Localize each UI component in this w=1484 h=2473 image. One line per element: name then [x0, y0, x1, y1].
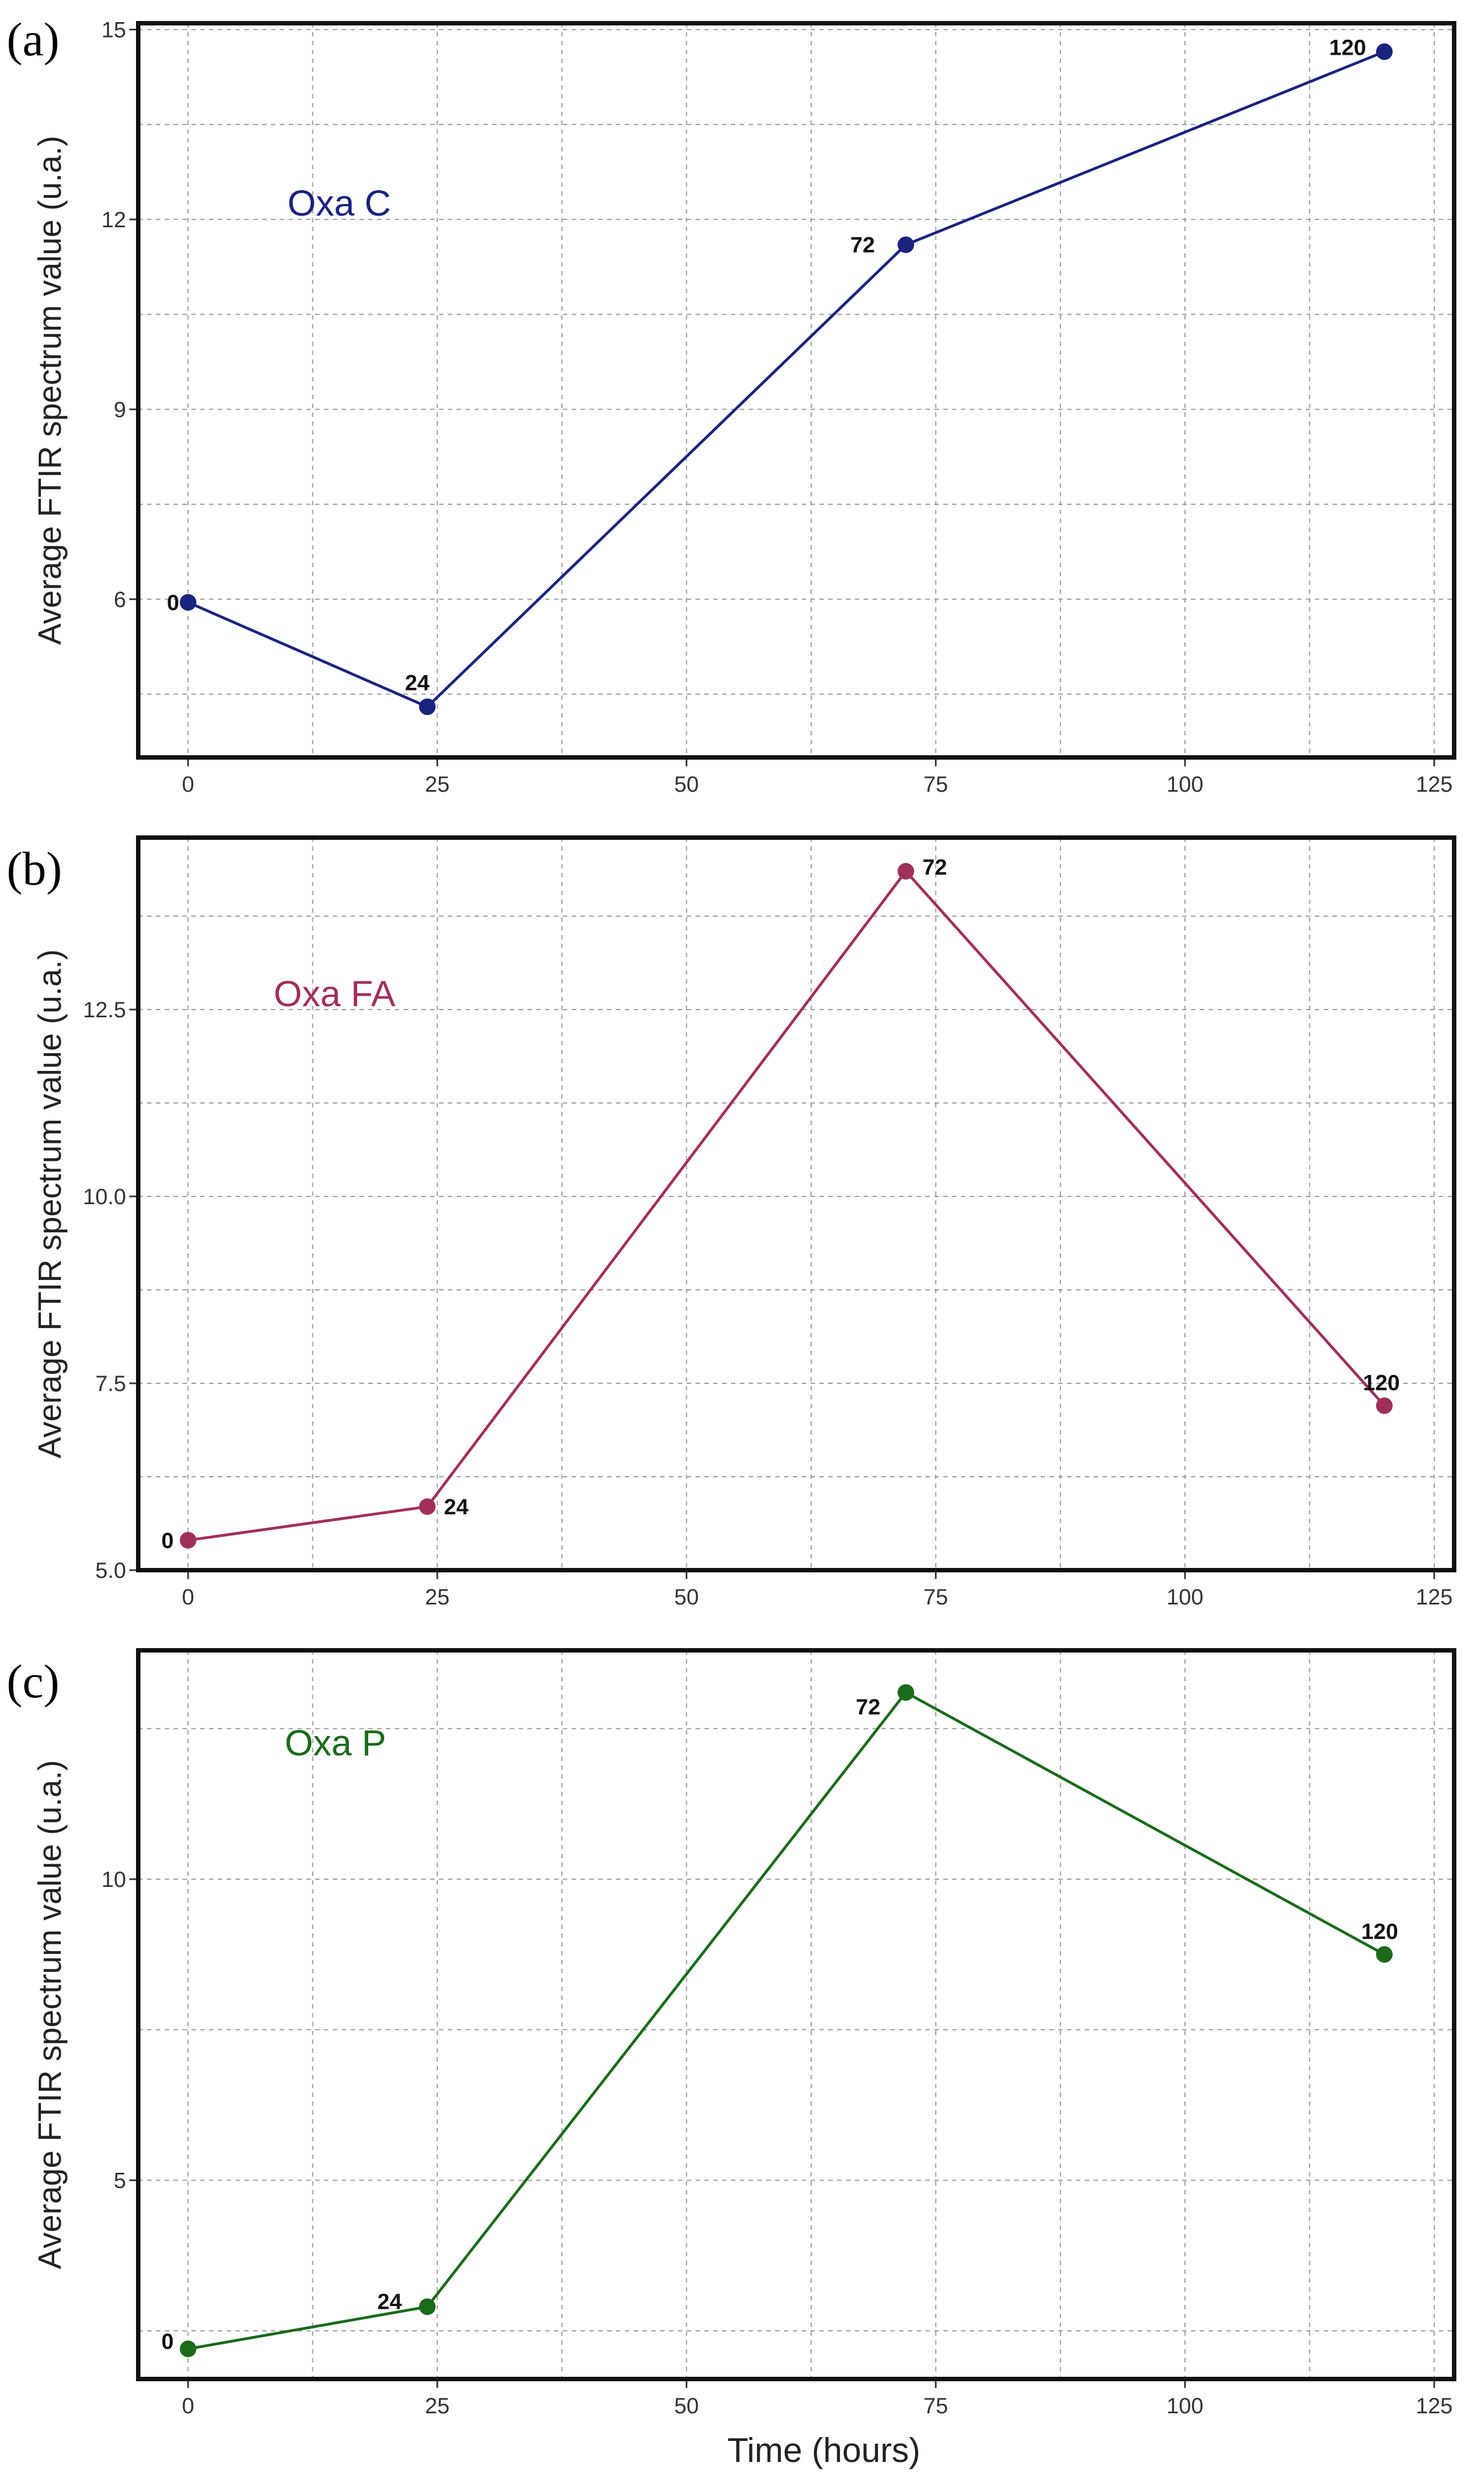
y-tick-label: 12.5	[83, 998, 126, 1022]
y-tick-label: 10.0	[83, 1185, 126, 1209]
y-tick-label: 5	[114, 2169, 126, 2193]
y-tick-label: 7.5	[95, 1372, 126, 1396]
data-point	[1376, 1397, 1393, 1414]
x-tick-label: 75	[923, 1585, 948, 1609]
x-tick-label: 50	[674, 1585, 699, 1609]
data-point	[419, 698, 436, 715]
x-tick-label: 50	[674, 772, 699, 797]
data-point	[1376, 1946, 1393, 1963]
x-tick-label: 50	[674, 2394, 699, 2418]
data-point-label: 0	[161, 2330, 174, 2354]
x-tick-label: 25	[425, 772, 450, 797]
plot-frame	[136, 835, 1456, 1572]
data-point-label: 120	[1361, 1920, 1398, 1944]
y-tick-label: 12	[102, 208, 127, 232]
data-point-label: 24	[405, 671, 430, 695]
plot-frame	[136, 21, 1456, 760]
data-point-label: 24	[377, 2289, 402, 2314]
panel-label: (b)	[7, 842, 62, 895]
panel-label: (a)	[7, 13, 59, 66]
x-tick-label: 75	[923, 2394, 948, 2418]
y-axis-label: Average FTIR spectrum value (u.a.)	[32, 136, 68, 645]
series-line	[187, 869, 1386, 1542]
data-point	[419, 1498, 436, 1515]
data-point-label: 24	[444, 1495, 469, 1519]
x-tick-label: 0	[182, 2394, 194, 2418]
data-point	[1376, 43, 1393, 60]
data-point-label: 72	[850, 233, 875, 258]
data-point	[180, 1531, 197, 1549]
x-axis-label: Time (hours)	[727, 2432, 920, 2470]
data-point-label: 0	[161, 1529, 174, 1553]
x-tick-label: 0	[182, 1585, 194, 1609]
data-point	[419, 2298, 436, 2315]
data-point	[897, 1684, 915, 1701]
x-tick-label: 75	[923, 772, 948, 797]
x-tick-label: 0	[182, 772, 194, 797]
data-point-label: 120	[1329, 36, 1366, 60]
data-point	[180, 594, 197, 611]
data-point	[180, 2340, 197, 2357]
chart-panel-1: 0 25 50 75 100 125 6 9 12 15 Average FTIR spectrum…	[7, 13, 1456, 797]
x-tick-label: 100	[1167, 2394, 1204, 2418]
x-tick-label: 25	[425, 1585, 450, 1609]
series-line	[187, 1691, 1385, 2350]
series-name-label: Oxa P	[285, 1722, 386, 1763]
x-tick-label: 100	[1167, 772, 1204, 797]
x-tick-label: 125	[1416, 1585, 1453, 1609]
chart-panel-2: 0 25 50 75 100 125 5.0 7.5 10.0 12.5 Average FTIR …	[7, 835, 1456, 1609]
y-axis-label: Average FTIR spectrum value (u.a.)	[32, 1760, 68, 2270]
data-point-label: 72	[922, 855, 947, 880]
x-tick-label: 100	[1167, 1585, 1204, 1609]
series-name-label: Oxa FA	[274, 973, 395, 1014]
data-point-label: 72	[856, 1695, 881, 1719]
data-point	[897, 862, 915, 880]
x-tick-label: 125	[1416, 2394, 1453, 2418]
y-tick-label: 9	[114, 398, 126, 422]
chart-panel-3: 0 25 50 75 100 125 5 10 Average FTIR spectrum va…	[7, 1648, 1456, 2470]
data-point-label: 120	[1363, 1371, 1400, 1395]
plot-frame	[136, 1648, 1456, 2381]
data-point	[897, 236, 915, 253]
y-tick-label: 15	[102, 18, 127, 42]
y-tick-label: 10	[102, 1868, 127, 1892]
y-tick-label: 5.0	[95, 1559, 126, 1583]
panel-label: (c)	[7, 1655, 59, 1708]
x-tick-label: 125	[1416, 772, 1453, 797]
y-axis-label: Average FTIR spectrum value (u.a.)	[32, 949, 68, 1458]
data-point-label: 0	[167, 591, 179, 615]
y-tick-label: 6	[114, 588, 126, 612]
series-line	[187, 50, 1385, 709]
x-tick-label: 25	[425, 2394, 450, 2418]
series-name-label: Oxa C	[288, 182, 391, 223]
